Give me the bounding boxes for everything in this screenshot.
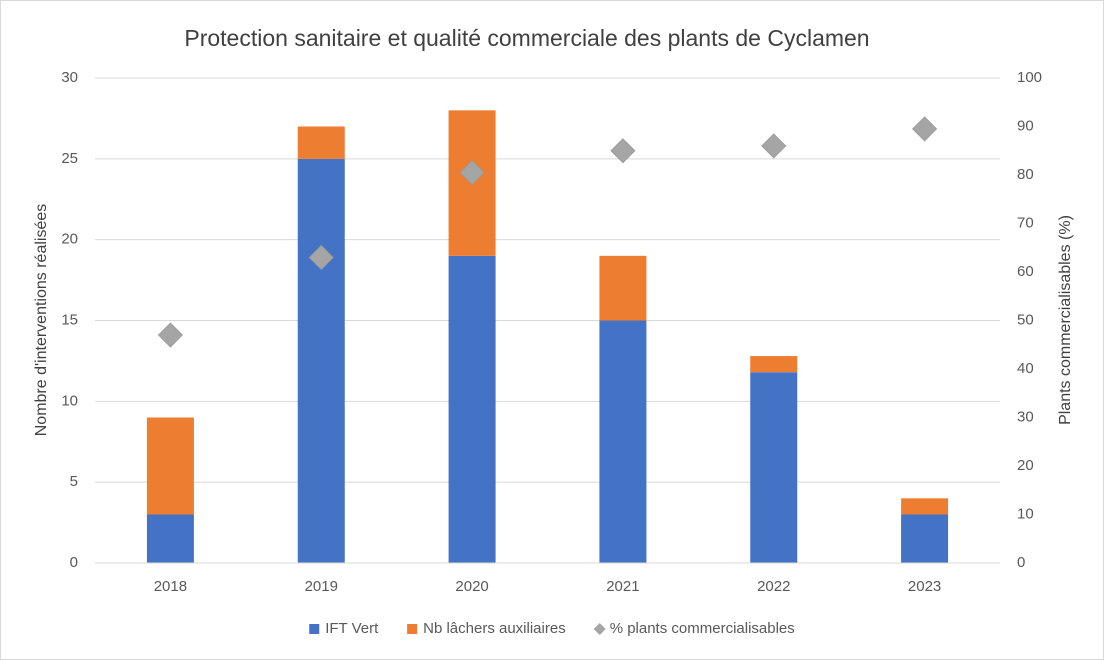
y-tick-label: 30: [61, 69, 78, 86]
y-tick-label: 10: [61, 392, 78, 409]
y2-tick-label: 100: [1017, 69, 1042, 86]
x-tick-label: 2022: [757, 578, 790, 595]
diamond-marker: [610, 138, 636, 164]
bar: [448, 255, 496, 564]
diamond-marker: [308, 244, 334, 271]
x-tick-label: 2020: [455, 578, 488, 595]
y-tick-label: 5: [70, 473, 78, 490]
y2-tick-label: 30: [1017, 408, 1034, 425]
y2-tick-label: 60: [1017, 263, 1034, 280]
y2-tick-label: 40: [1017, 360, 1034, 377]
y2-axis-title: Plants commercialisables (%): [1057, 215, 1074, 425]
y2-tick-label: 50: [1017, 311, 1034, 328]
legend-marker: [593, 623, 606, 635]
y-tick-label: 15: [61, 311, 78, 328]
diamond-marker: [157, 322, 183, 348]
diamond-marker: [761, 133, 787, 159]
bar: [146, 417, 194, 515]
bar: [750, 372, 798, 563]
bar: [750, 356, 798, 373]
y-axis-title: Nombre d'interventions réalisées: [33, 204, 50, 437]
diamond-marker: [912, 116, 938, 142]
x-tick-label: 2018: [154, 578, 187, 595]
bar: [297, 158, 345, 564]
x-tick-label: 2019: [305, 578, 338, 595]
y-tick-label: 20: [61, 231, 78, 248]
y-tick-label: 0: [70, 554, 78, 571]
y-tick-label: 25: [61, 150, 78, 167]
legend-label: IFT Vert: [325, 620, 379, 637]
y2-tick-label: 20: [1017, 457, 1034, 474]
legend-marker: [309, 624, 320, 634]
bar: [297, 126, 345, 159]
legend-item: % plants commercialisables: [593, 620, 795, 637]
diamond-marker: [459, 160, 485, 186]
x-tick-label: 2023: [908, 578, 941, 595]
legend-item: IFT Vert: [309, 620, 379, 637]
legend-marker: [407, 624, 418, 634]
legend-label: % plants commercialisables: [610, 620, 795, 637]
y2-tick-label: 90: [1017, 117, 1034, 134]
legend-label: Nb lâchers auxiliaires: [423, 620, 566, 637]
bar: [901, 514, 949, 563]
bar: [901, 498, 949, 515]
y2-tick-label: 0: [1017, 554, 1025, 571]
chart-title: Protection sanitaire et qualité commerci…: [184, 25, 869, 51]
y2-tick-label: 80: [1017, 166, 1034, 183]
bar: [146, 514, 194, 563]
x-tick-label: 2021: [606, 578, 639, 595]
y2-tick-label: 10: [1017, 505, 1034, 522]
bar: [599, 320, 647, 563]
bar: [599, 255, 647, 321]
legend-item: Nb lâchers auxiliaires: [407, 620, 566, 637]
y2-tick-label: 70: [1017, 214, 1034, 231]
